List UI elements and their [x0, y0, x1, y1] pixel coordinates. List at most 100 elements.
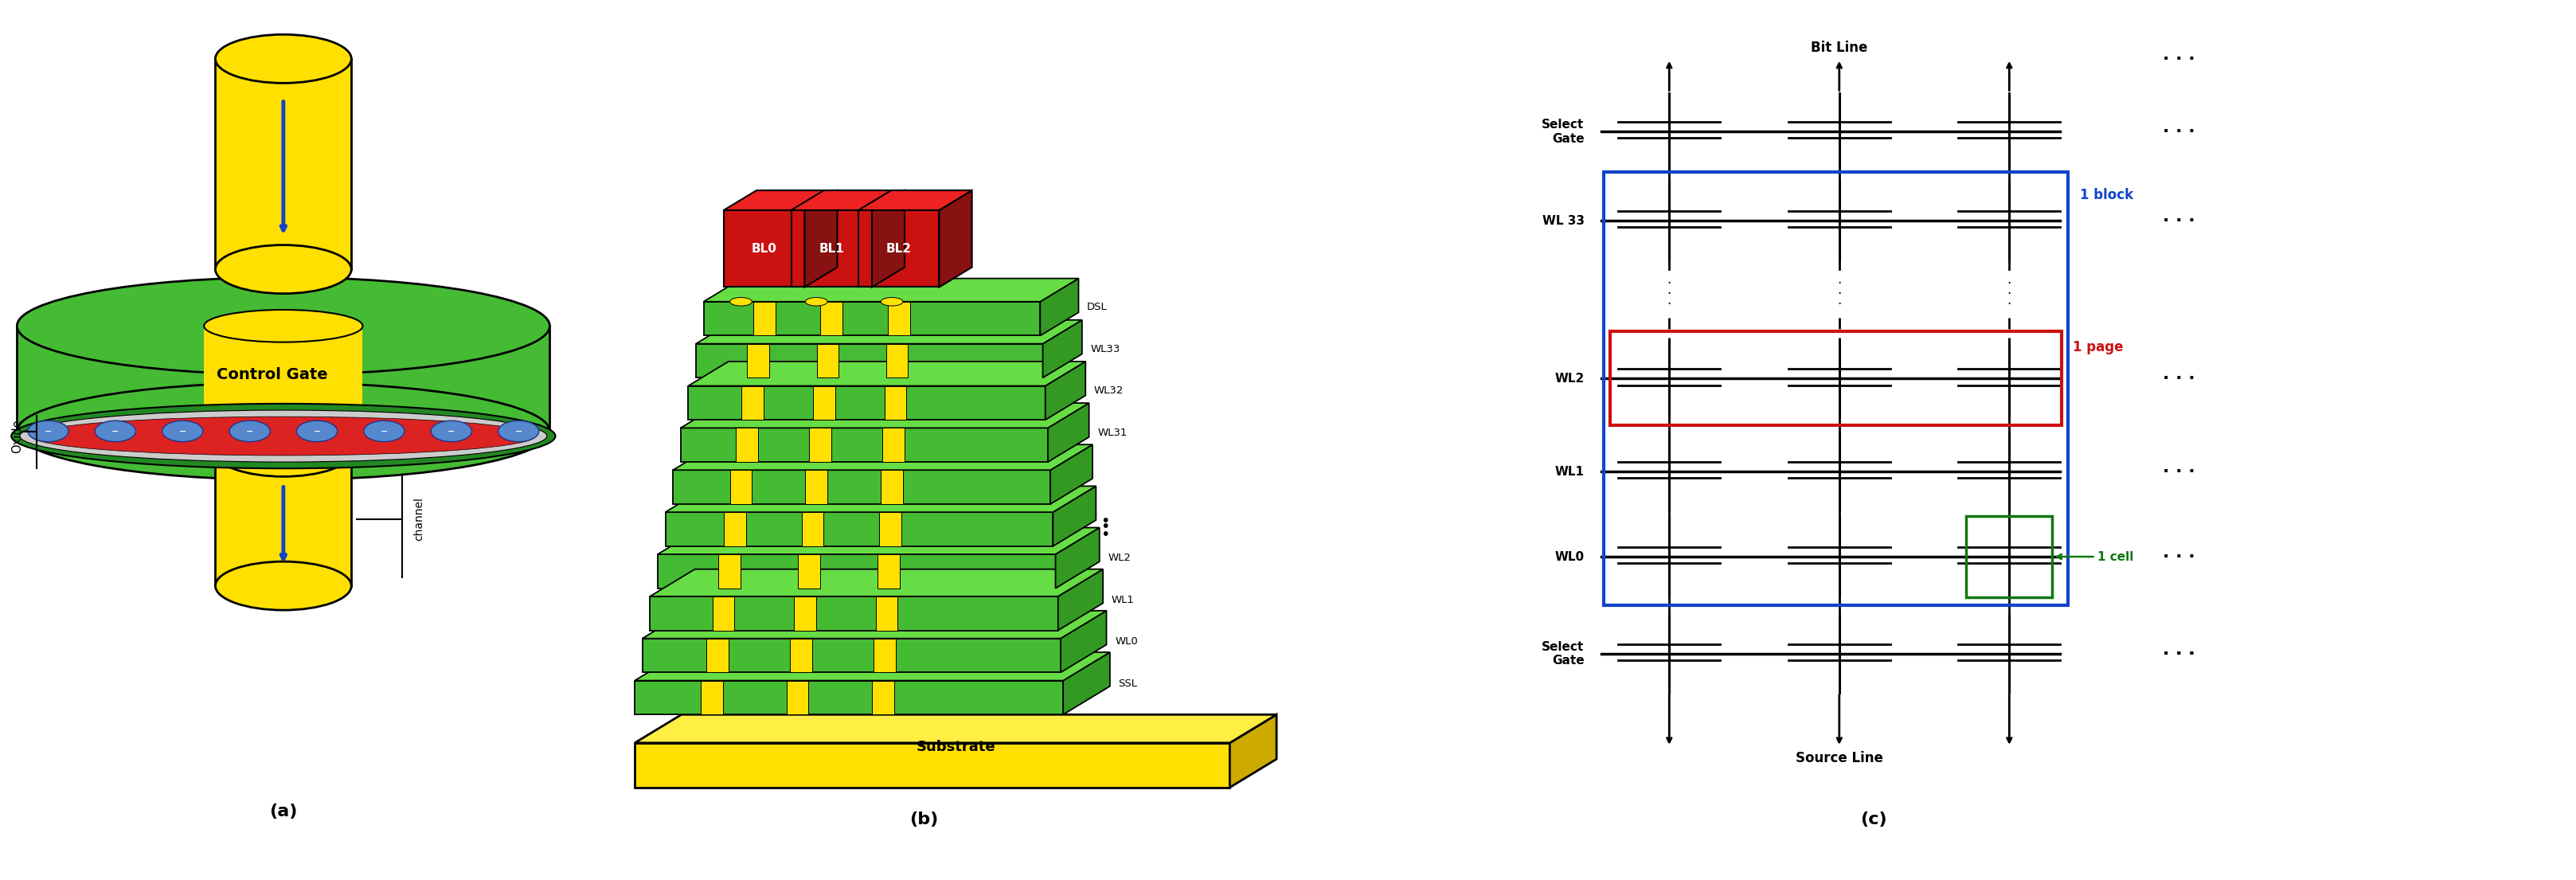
Bar: [873, 639, 896, 672]
Text: WL2: WL2: [1108, 553, 1131, 563]
Polygon shape: [665, 512, 1054, 546]
Text: Source Line: Source Line: [1795, 751, 1883, 766]
Bar: [801, 512, 824, 546]
Polygon shape: [672, 444, 1092, 470]
Bar: [878, 512, 902, 546]
Polygon shape: [657, 528, 1100, 554]
Bar: [817, 344, 840, 378]
Text: −: −: [247, 427, 252, 436]
Bar: [216, 59, 350, 269]
Text: −: −: [515, 427, 523, 436]
Bar: [881, 470, 904, 504]
Bar: [204, 326, 363, 431]
Polygon shape: [649, 569, 1103, 597]
Bar: [884, 385, 907, 420]
Text: · · ·: · · ·: [2164, 646, 2195, 662]
Bar: [876, 597, 899, 630]
Text: •: •: [1100, 527, 1110, 542]
Polygon shape: [1054, 486, 1095, 546]
Ellipse shape: [216, 245, 350, 294]
Text: 1 cell: 1 cell: [2056, 551, 2133, 562]
Bar: [1610, 332, 2061, 426]
Bar: [799, 554, 819, 588]
Bar: [706, 639, 729, 672]
Polygon shape: [1056, 528, 1100, 588]
Ellipse shape: [216, 34, 350, 83]
Text: WL32: WL32: [1095, 385, 1123, 396]
Text: −: −: [381, 427, 389, 436]
Polygon shape: [1229, 715, 1278, 788]
Polygon shape: [724, 210, 804, 287]
Bar: [714, 597, 734, 630]
Ellipse shape: [204, 416, 363, 446]
Text: BL1: BL1: [819, 243, 845, 254]
Text: WL33: WL33: [1090, 344, 1121, 354]
Ellipse shape: [363, 421, 404, 442]
Polygon shape: [649, 597, 1059, 630]
Bar: [884, 428, 904, 462]
Polygon shape: [1061, 611, 1108, 672]
Polygon shape: [641, 611, 1108, 639]
Polygon shape: [688, 385, 1046, 420]
Ellipse shape: [806, 297, 827, 306]
Polygon shape: [657, 554, 1056, 588]
Polygon shape: [634, 680, 1064, 715]
Bar: [791, 639, 811, 672]
Text: ·
·
·: · · ·: [1667, 276, 1672, 312]
Text: Bit Line: Bit Line: [1811, 40, 1868, 55]
Text: Control Gate: Control Gate: [216, 367, 327, 382]
Text: •: •: [1100, 514, 1110, 529]
Ellipse shape: [95, 421, 137, 442]
Ellipse shape: [18, 277, 549, 375]
Bar: [886, 344, 909, 378]
Polygon shape: [1059, 569, 1103, 630]
Text: Floating: Floating: [474, 414, 484, 458]
Text: •: •: [1100, 519, 1110, 534]
Polygon shape: [665, 486, 1095, 512]
Ellipse shape: [881, 297, 904, 306]
Text: SSL: SSL: [1118, 678, 1139, 688]
Text: · · ·: · · ·: [2164, 124, 2195, 140]
Text: 1 page: 1 page: [2074, 340, 2123, 354]
Polygon shape: [1046, 362, 1084, 420]
Bar: [701, 680, 724, 715]
Ellipse shape: [229, 421, 270, 442]
Bar: [786, 680, 809, 715]
Bar: [819, 302, 842, 335]
Bar: [1965, 517, 2053, 598]
Ellipse shape: [31, 416, 536, 456]
Text: (c): (c): [1860, 812, 1886, 828]
Bar: [873, 680, 894, 715]
Bar: [729, 470, 752, 504]
Polygon shape: [1048, 403, 1090, 462]
Polygon shape: [703, 302, 1041, 335]
Text: BL2: BL2: [886, 243, 912, 254]
Text: channel: channel: [415, 497, 425, 541]
Bar: [216, 452, 350, 586]
Bar: [737, 428, 757, 462]
Ellipse shape: [28, 421, 70, 442]
Bar: [793, 597, 817, 630]
Ellipse shape: [18, 383, 549, 480]
Polygon shape: [858, 210, 940, 287]
Text: WL0: WL0: [1556, 551, 1584, 562]
Text: WL31: WL31: [1097, 428, 1128, 437]
Polygon shape: [634, 652, 1110, 680]
Bar: [747, 344, 770, 378]
Text: WL1: WL1: [1556, 466, 1584, 478]
Polygon shape: [791, 210, 871, 287]
Polygon shape: [696, 320, 1082, 344]
Text: WL 33: WL 33: [1543, 215, 1584, 227]
Polygon shape: [703, 278, 1079, 302]
Ellipse shape: [296, 421, 337, 442]
Text: −: −: [448, 427, 456, 436]
Ellipse shape: [10, 404, 556, 468]
Polygon shape: [940, 190, 971, 287]
Text: BL0: BL0: [752, 243, 778, 254]
Bar: [809, 428, 832, 462]
Bar: [742, 385, 762, 420]
Text: Gate: Gate: [505, 422, 515, 450]
Text: · · ·: · · ·: [2164, 464, 2195, 480]
Ellipse shape: [21, 410, 546, 462]
Polygon shape: [871, 190, 904, 287]
